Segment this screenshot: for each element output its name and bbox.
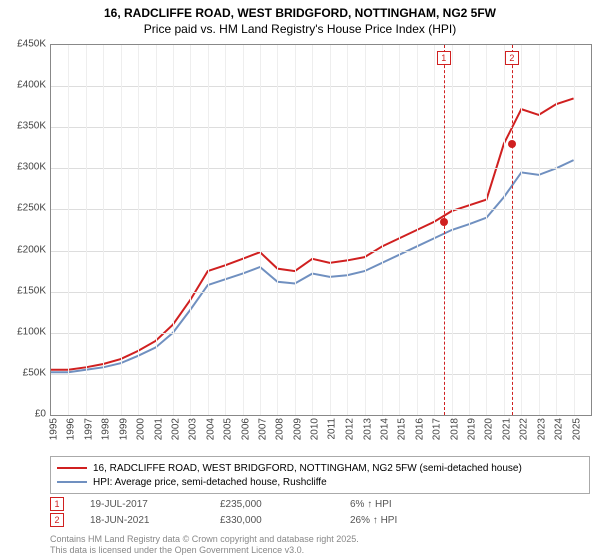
x-axis-label: 2023	[536, 418, 547, 440]
chart-svg	[51, 45, 591, 415]
sales-price-1: £235,000	[220, 499, 350, 510]
x-axis-label: 2010	[310, 418, 321, 440]
sales-date-1: 19-JUL-2017	[90, 499, 220, 510]
legend-row-1: 16, RADCLIFFE ROAD, WEST BRIDGFORD, NOTT…	[57, 461, 583, 475]
x-axis-label: 2013	[362, 418, 373, 440]
legend-label-1: 16, RADCLIFFE ROAD, WEST BRIDGFORD, NOTT…	[93, 463, 522, 474]
sales-price-2: £330,000	[220, 515, 350, 526]
x-axis-label: 2011	[326, 418, 337, 440]
plot-area: 12	[50, 44, 592, 416]
y-axis-label: £450K	[17, 39, 46, 50]
y-axis-label: £350K	[17, 121, 46, 132]
y-axis-label: £250K	[17, 203, 46, 214]
x-axis-label: 2016	[414, 418, 425, 440]
y-axis-label: £200K	[17, 244, 46, 255]
sales-table: 1 19-JUL-2017 £235,000 6% ↑ HPI 2 18-JUN…	[50, 496, 590, 528]
x-axis-label: 2019	[466, 418, 477, 440]
x-axis-label: 2000	[135, 418, 146, 440]
x-axis-label: 2009	[292, 418, 303, 440]
x-axis-label: 2017	[431, 418, 442, 440]
y-axis-label: £400K	[17, 80, 46, 91]
sales-row-2: 2 18-JUN-2021 £330,000 26% ↑ HPI	[50, 512, 590, 528]
y-axis-label: £300K	[17, 162, 46, 173]
x-axis-label: 2014	[379, 418, 390, 440]
x-axis-label: 1998	[101, 418, 112, 440]
footer-line1: Contains HM Land Registry data © Crown c…	[50, 534, 359, 545]
y-axis-label: £150K	[17, 285, 46, 296]
x-axis-label: 2025	[571, 418, 582, 440]
x-axis-label: 2015	[397, 418, 408, 440]
sale-marker-box: 2	[505, 51, 519, 65]
x-axis-label: 2024	[553, 418, 564, 440]
chart-title-line2: Price paid vs. HM Land Registry's House …	[0, 22, 600, 40]
y-axis-label: £0	[35, 409, 46, 420]
x-axis-label: 2002	[170, 418, 181, 440]
chart-title-line1: 16, RADCLIFFE ROAD, WEST BRIDGFORD, NOTT…	[0, 0, 600, 22]
x-axis-label: 1996	[66, 418, 77, 440]
sales-marker-2: 2	[50, 513, 64, 527]
x-axis-label: 2012	[344, 418, 355, 440]
x-axis-label: 1997	[83, 418, 94, 440]
sales-row-1: 1 19-JUL-2017 £235,000 6% ↑ HPI	[50, 496, 590, 512]
legend-label-2: HPI: Average price, semi-detached house,…	[93, 477, 327, 488]
legend-row-2: HPI: Average price, semi-detached house,…	[57, 475, 583, 489]
footer-text: Contains HM Land Registry data © Crown c…	[50, 534, 359, 557]
sales-delta-1: 6% ↑ HPI	[350, 499, 480, 510]
y-axis-label: £50K	[23, 367, 46, 378]
chart-container: 16, RADCLIFFE ROAD, WEST BRIDGFORD, NOTT…	[0, 0, 600, 560]
x-axis-label: 2003	[188, 418, 199, 440]
sales-marker-1: 1	[50, 497, 64, 511]
x-axis-label: 2008	[275, 418, 286, 440]
x-axis-label: 2018	[449, 418, 460, 440]
x-axis-label: 1999	[118, 418, 129, 440]
x-axis-label: 2021	[501, 418, 512, 440]
x-axis-label: 2006	[240, 418, 251, 440]
legend-swatch-1	[57, 467, 87, 469]
x-axis-label: 1995	[48, 418, 59, 440]
x-axis-label: 2001	[153, 418, 164, 440]
legend: 16, RADCLIFFE ROAD, WEST BRIDGFORD, NOTT…	[50, 456, 590, 494]
sale-marker-box: 1	[437, 51, 451, 65]
y-axis-label: £100K	[17, 326, 46, 337]
x-axis-label: 2007	[257, 418, 268, 440]
sales-date-2: 18-JUN-2021	[90, 515, 220, 526]
x-axis-label: 2004	[205, 418, 216, 440]
x-axis-label: 2020	[484, 418, 495, 440]
legend-swatch-2	[57, 481, 87, 483]
x-axis-label: 2005	[222, 418, 233, 440]
sales-delta-2: 26% ↑ HPI	[350, 515, 480, 526]
footer-line2: This data is licensed under the Open Gov…	[50, 545, 359, 556]
x-axis-label: 2022	[519, 418, 530, 440]
